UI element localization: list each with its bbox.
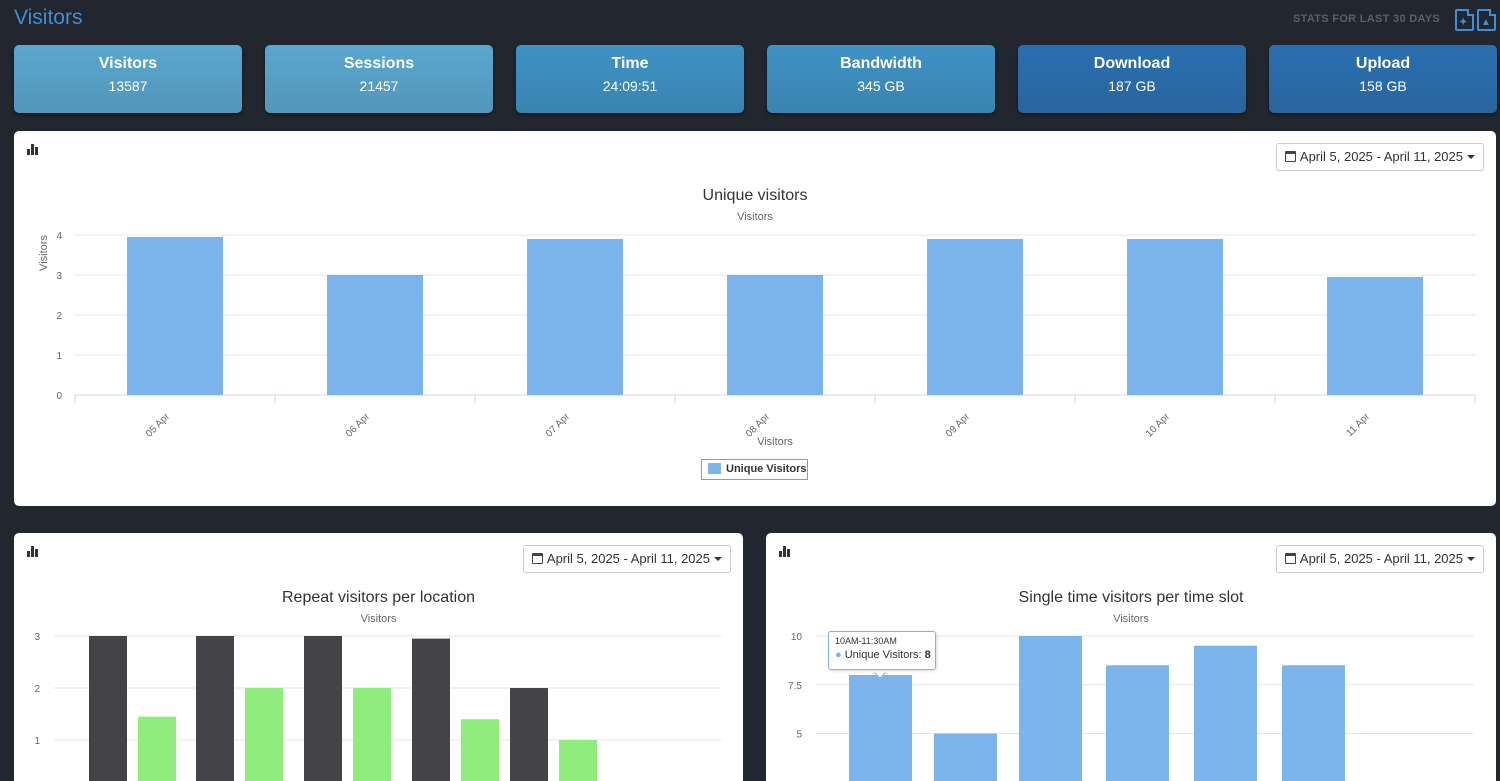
legend-swatch <box>708 463 721 474</box>
unique-visitors-panel: April 5, 2025 - April 11, 2025 Unique vi… <box>14 131 1496 506</box>
bar-08-apr <box>727 275 823 395</box>
y-tick-label: 2 <box>34 684 40 695</box>
stat-value: 21457 <box>359 78 399 94</box>
y-tick-label: 3 <box>56 271 62 282</box>
stat-card-download[interactable]: Download 187 GB <box>1018 45 1246 113</box>
bar-slot-2 <box>934 733 997 781</box>
stat-label: Bandwidth <box>840 55 922 72</box>
chart-title: Unique visitors <box>702 187 808 204</box>
tooltip-dot-icon: ● <box>835 649 842 661</box>
bar-07-apr <box>527 239 623 395</box>
bar-05-apr <box>127 237 223 395</box>
bar-series1-group3 <box>304 636 342 781</box>
bar-chart-icon[interactable] <box>779 545 792 557</box>
y-tick-label: 1 <box>34 736 40 747</box>
repeat-visitors-panel: April 5, 2025 - April 11, 2025 Repeat vi… <box>14 533 743 781</box>
pdf-export-icon[interactable]: ✦ <box>1455 9 1474 31</box>
date-range-label: April 5, 2025 - April 11, 2025 <box>1299 551 1463 566</box>
x-tick-label: 09 Apr <box>944 411 973 440</box>
y-tick-label: 4 <box>56 231 62 242</box>
bar-slot-3 <box>1019 636 1082 781</box>
chart-subtitle: Visitors <box>360 613 397 625</box>
stat-card-time[interactable]: Time 24:09:51 <box>516 45 744 113</box>
x-tick-label: 11 Apr <box>1344 411 1372 439</box>
bar-09-apr <box>927 239 1023 395</box>
stat-card-upload[interactable]: Upload 158 GB <box>1269 45 1497 113</box>
stat-label: Upload <box>1355 55 1411 72</box>
caret-down-icon <box>1467 155 1475 159</box>
legend-label: Unique Visitors <box>726 463 807 475</box>
date-range-button[interactable]: April 5, 2025 - April 11, 2025 <box>1275 545 1484 573</box>
bar-chart-icon[interactable] <box>27 545 40 557</box>
bar-slot-6 <box>1282 665 1345 781</box>
x-axis-label: Visitors <box>757 436 793 448</box>
calendar-icon <box>1284 151 1296 162</box>
x-tick-label: 07 Apr <box>544 411 573 440</box>
bar-series2-group3 <box>353 688 391 781</box>
bar-slot-5 <box>1194 645 1257 781</box>
x-tick-label: 05 Apr <box>144 411 173 440</box>
date-range-label: April 5, 2025 - April 11, 2025 <box>1299 149 1463 164</box>
bar-series1-group4 <box>412 638 450 781</box>
calendar-icon <box>531 553 543 564</box>
bar-slot-4 <box>1106 665 1169 781</box>
tooltip-value: 8 <box>924 649 931 661</box>
y-tick-label: 1 <box>56 351 62 362</box>
y-tick-label: 0 <box>56 391 62 402</box>
x-tick-label: 10 Apr <box>1144 411 1173 440</box>
calendar-icon <box>1284 553 1296 564</box>
bar-series2-group2 <box>245 688 283 781</box>
caret-down-icon <box>1467 557 1475 561</box>
date-range-button[interactable]: April 5, 2025 - April 11, 2025 <box>1275 143 1484 171</box>
bar-series1-group2 <box>196 636 234 781</box>
stat-value: 187 GB <box>1108 78 1156 94</box>
date-range-button[interactable]: April 5, 2025 - April 11, 2025 <box>522 545 731 573</box>
stat-card-sessions[interactable]: Sessions 21457 <box>265 45 493 113</box>
bar-series2-group1 <box>138 716 176 781</box>
repeat-visitors-chart: 1 2 3 <box>34 632 721 781</box>
bar-series1-group5 <box>510 688 548 781</box>
stat-card-bandwidth[interactable]: Bandwidth 345 GB <box>767 45 995 113</box>
y-tick-label: 10 <box>791 632 803 643</box>
date-range-label: April 5, 2025 - April 11, 2025 <box>546 551 710 566</box>
bar-11-apr <box>1327 277 1423 395</box>
bar-series2-group5 <box>559 740 597 781</box>
stat-value: 158 GB <box>1359 78 1407 94</box>
chart-subtitle: Visitors <box>1113 613 1149 625</box>
stats-period-label: STATS FOR LAST 30 DAYS <box>1293 13 1440 25</box>
y-tick-label: 7.5 <box>788 681 802 692</box>
stat-label: Visitors <box>98 55 158 72</box>
bar-slot-1 <box>849 675 912 781</box>
single-time-visitors-chart: 5 7.5 10 <box>788 632 1474 781</box>
x-tick-label: 06 Apr <box>344 411 373 440</box>
bar-series1-group1 <box>89 636 127 781</box>
bar-06-apr <box>327 275 423 395</box>
bar-series2-group4 <box>461 719 499 781</box>
chart-legend[interactable]: Unique Visitors <box>701 459 808 480</box>
stat-value: 345 GB <box>857 78 905 94</box>
page-title: Visitors <box>14 6 83 29</box>
stat-value: 13587 <box>108 78 148 94</box>
chart-tooltip: 10AM-11:30AM ● Unique Visitors: 8 <box>828 631 936 670</box>
chart-title: Repeat visitors per location <box>282 589 475 606</box>
stat-label: Download <box>1093 55 1171 72</box>
stat-label: Time <box>611 55 649 72</box>
y-tick-label: 5 <box>796 730 802 741</box>
y-tick-label: 3 <box>34 632 40 643</box>
bar-chart-icon[interactable] <box>27 143 40 155</box>
image-export-icon[interactable]: ▲ <box>1477 9 1496 31</box>
stat-value: 24:09:51 <box>602 78 658 94</box>
stat-card-visitors[interactable]: Visitors 13587 <box>14 45 242 113</box>
stat-label: Sessions <box>343 55 415 72</box>
caret-down-icon <box>714 557 722 561</box>
y-tick-label: 2 <box>56 311 62 322</box>
tooltip-header: 10AM-11:30AM <box>835 636 897 646</box>
chart-subtitle: Visitors <box>737 211 773 223</box>
tooltip-series: Unique Visitors <box>844 649 919 661</box>
chart-title: Single time visitors per time slot <box>1018 589 1244 606</box>
bar-10-apr <box>1127 239 1223 395</box>
y-axis-label: Visitors <box>38 235 50 271</box>
